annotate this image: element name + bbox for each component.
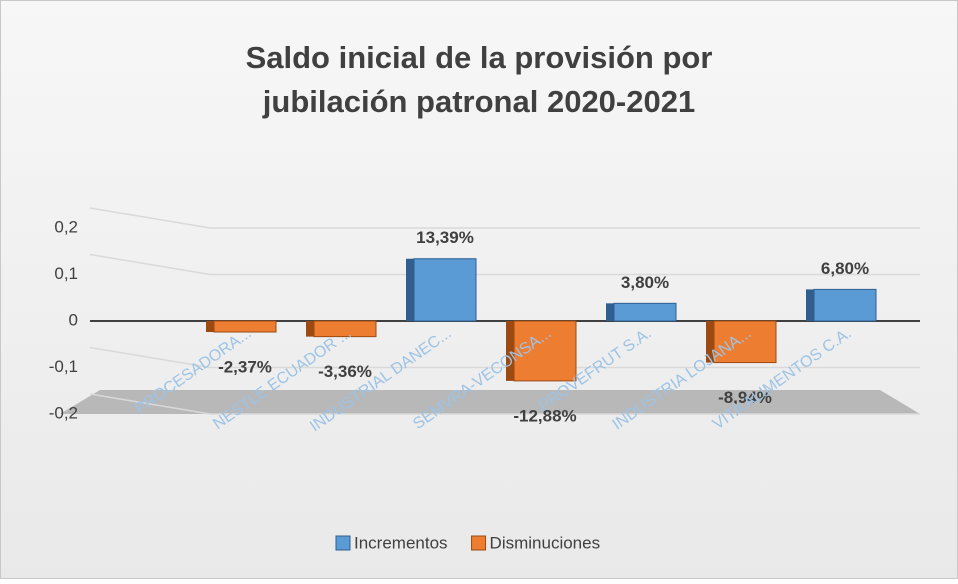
bar	[413, 258, 477, 322]
legend-label: Incrementos	[354, 533, 448, 552]
bar-side	[206, 321, 214, 333]
y-tick-label: 0	[69, 310, 78, 329]
data-label: -8,94%	[718, 388, 772, 407]
bar-side	[306, 321, 314, 337]
bar	[813, 288, 877, 322]
bar	[513, 320, 577, 382]
grid-line	[89, 346, 920, 369]
grid-line	[89, 253, 920, 276]
data-label: -3,36%	[318, 362, 372, 381]
data-label: -2,37%	[218, 358, 272, 377]
y-tick-label: -0,1	[49, 357, 78, 376]
bar-side	[606, 303, 614, 321]
y-tick-label: 0,1	[54, 264, 78, 283]
grid-line	[89, 207, 920, 229]
legend-label: Disminuciones	[490, 533, 601, 552]
data-label: 6,80%	[821, 259, 869, 278]
chart-title: Saldo inicial de la provisión por jubilac…	[246, 40, 713, 119]
bar-side	[506, 321, 514, 381]
bar-side	[706, 321, 714, 363]
floor	[60, 390, 920, 414]
data-label: -12,88%	[513, 406, 576, 425]
bar-side	[406, 258, 414, 321]
y-tick-label: 0,2	[54, 217, 78, 236]
y-tick-label: -0,2	[49, 403, 78, 422]
bar	[213, 320, 277, 333]
legend-swatch	[335, 535, 351, 551]
legend-swatch	[471, 535, 487, 551]
data-label: 13,39%	[416, 228, 474, 247]
data-label: 3,80%	[621, 273, 669, 292]
bar-side	[806, 289, 814, 321]
grid-line	[89, 393, 920, 415]
bar	[313, 320, 377, 338]
bar	[613, 302, 677, 322]
bar	[713, 320, 777, 364]
